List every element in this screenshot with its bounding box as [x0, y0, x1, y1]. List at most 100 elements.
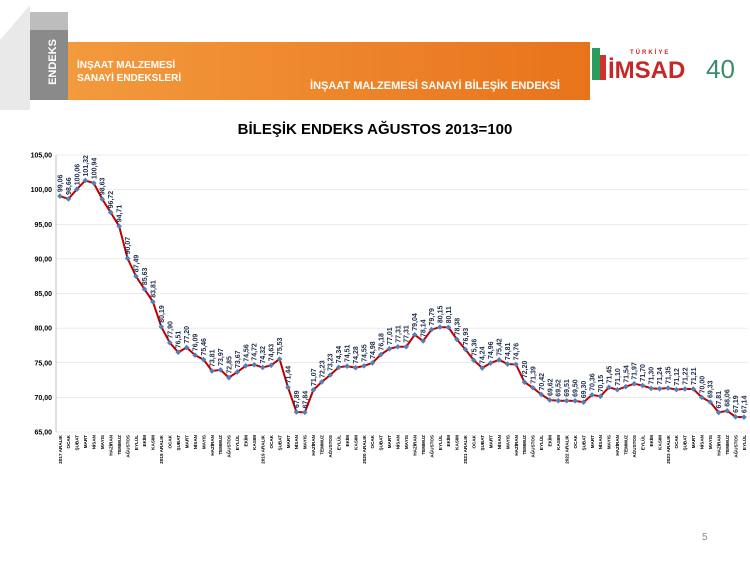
marker	[462, 346, 469, 353]
data-label: 76,51	[176, 331, 183, 349]
data-label: 71,07	[311, 368, 318, 386]
marker	[428, 326, 435, 333]
y-tick-label: 70,00	[34, 395, 52, 402]
data-label: 71,21	[691, 367, 698, 385]
x-tick-label: TEMMUZ	[725, 435, 730, 455]
marker	[420, 338, 426, 344]
marker	[732, 414, 739, 420]
data-label: 79,79	[429, 308, 436, 326]
data-label: 71,44	[286, 366, 293, 384]
chart-title: BİLEŞİK ENDEKS AĞUSTOS 2013=100	[238, 120, 513, 138]
x-tick-label: EYLÜL	[335, 435, 341, 450]
data-label: 71,10	[615, 368, 622, 386]
data-label: 71,35	[666, 366, 673, 384]
left-title: SANAYİ ENDEKSLERİ	[77, 71, 181, 84]
x-tick-label: ŞUBAT	[75, 435, 80, 451]
marker	[175, 349, 182, 356]
marker	[378, 351, 384, 358]
data-label: 80,11	[446, 306, 453, 323]
x-tick-label: HAZİRAN	[513, 434, 519, 455]
x-tick-label: TEMMUZ	[320, 435, 325, 455]
marker	[158, 324, 165, 330]
x-tick-label: MAYIS	[607, 435, 612, 449]
data-label: 74,55	[362, 344, 369, 362]
data-label: 72,20	[522, 361, 529, 379]
x-tick-label: TEMMUZ	[117, 435, 122, 455]
x-tick-label: MART	[387, 435, 392, 448]
marker	[597, 393, 604, 400]
data-label: 71,39	[530, 366, 537, 384]
x-tick-label: KASIM	[252, 435, 257, 450]
data-label: 76,09	[193, 334, 200, 352]
data-label: 83,81	[150, 280, 157, 298]
marker	[487, 360, 494, 366]
marker	[411, 331, 418, 338]
marker	[606, 384, 612, 391]
decor	[0, 5, 30, 110]
y-tick-label: 100,00	[31, 187, 53, 194]
marker	[99, 196, 106, 202]
marker	[361, 363, 367, 369]
x-tick-label: HAZİRAN	[614, 434, 620, 455]
marker	[665, 385, 671, 391]
marker	[546, 397, 553, 403]
marker	[57, 193, 63, 199]
plot: 65,00 70,00 75,00 80,00 85,00 90,00 95,00 100,0…	[31, 153, 749, 464]
marker	[90, 180, 97, 186]
marker	[580, 399, 587, 406]
x-tick-label: ŞUBAT	[277, 435, 282, 451]
data-label: 70,15	[598, 375, 605, 393]
x-tick-label: NİSAN	[496, 434, 502, 449]
x-tick-label: MAYIS	[100, 435, 105, 449]
logo-mark	[592, 48, 600, 80]
data-label: 77,01	[387, 327, 394, 345]
x-tick-label: ŞUBAT	[581, 435, 586, 451]
data-label: 71,70	[640, 364, 647, 382]
logo-top: TÜRKİYE	[630, 49, 670, 56]
marker	[470, 357, 477, 364]
marker	[631, 380, 638, 387]
data-label: 98,63	[100, 177, 107, 195]
x-tick-label: 2018 ARALIK	[159, 434, 164, 463]
data-label: 77,31	[404, 325, 411, 343]
data-label: 73,67	[235, 350, 242, 368]
x-tick-label: OCAK	[573, 434, 578, 448]
x-tick-label: MAYIS	[201, 435, 206, 449]
data-label: 74,96	[488, 341, 495, 359]
marker	[259, 364, 266, 371]
marker	[622, 383, 629, 390]
x-tick-label: MART	[691, 435, 696, 448]
data-label: 72,85	[226, 356, 233, 374]
marker	[504, 361, 511, 367]
x-tick-label: EYLÜL	[538, 435, 544, 450]
x-tick-label: NİSAN	[91, 434, 97, 449]
data-label: 71,22	[682, 367, 689, 385]
data-label: 74,51	[345, 345, 352, 363]
marker	[741, 414, 747, 420]
marker	[192, 352, 198, 359]
x-tick-label: OCAK	[168, 434, 173, 448]
data-label: 67,81	[716, 391, 723, 409]
marker	[166, 339, 173, 346]
marker	[200, 356, 207, 363]
marker	[141, 286, 148, 292]
header-title: İNŞAAT MALZEMESİ SANAYİ BİLEŞİK ENDEKSİ	[310, 79, 560, 92]
x-tick-label: HAZİRAN	[715, 434, 721, 455]
data-label: 74,76	[514, 343, 521, 361]
page-number: 5	[702, 532, 708, 543]
data-label: 73,23	[328, 353, 335, 371]
x-tick-label: HAZİRAN	[209, 434, 215, 455]
marker	[107, 209, 114, 216]
series-line	[59, 179, 745, 419]
x-tick-label: EYLÜL	[741, 435, 747, 450]
marker	[394, 343, 401, 350]
marker	[242, 362, 249, 369]
x-tick-label: OCAK	[66, 434, 71, 448]
x-tick-label: AĞUSTOS	[427, 435, 434, 458]
data-label: 68,06	[725, 389, 732, 407]
marker	[445, 324, 452, 331]
marker	[698, 394, 705, 401]
x-tick-label: AĞUSTOS	[326, 435, 333, 458]
x-tick-label: MART	[286, 435, 291, 448]
